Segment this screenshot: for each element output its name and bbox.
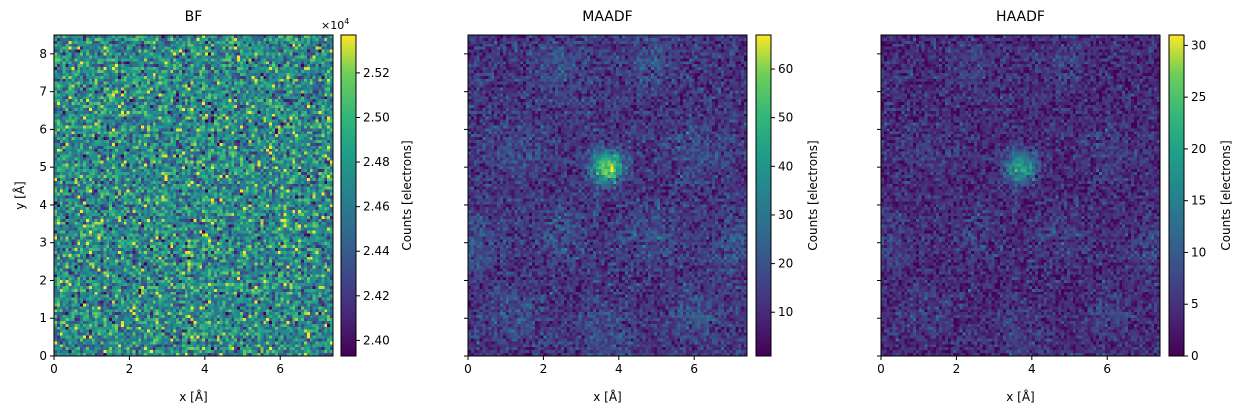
colorbar-tick-label: 0 — [1191, 349, 1199, 363]
x-tick-label: 4 — [1028, 362, 1036, 376]
x-tick-label: 6 — [1103, 362, 1111, 376]
chart-title: BF — [185, 9, 203, 25]
colorbar-tick-label: 60 — [778, 62, 793, 76]
x-axis-label: x [Å] — [1006, 389, 1035, 404]
colorbar-tick-label: 5 — [1191, 297, 1199, 311]
colorbar: 2.40 2.42 2.44 2.46 2.48 2.50 2.52 ×104 Counts [… — [321, 17, 414, 357]
x-tick-label: 0 — [50, 362, 58, 376]
x-tick-label: 4 — [615, 362, 623, 376]
y-tick-label: 1 — [39, 311, 47, 325]
heatmap-image — [881, 35, 1160, 356]
x-tick-label: 6 — [690, 362, 698, 376]
plot-frame — [880, 34, 1161, 357]
y-tick-label: 3 — [39, 236, 47, 250]
colorbar-tick-label: 2.42 — [363, 289, 390, 303]
colorbar-tick-label: 10 — [778, 305, 793, 319]
colorbar: 10 20 30 40 50 60 Counts [electrons] — [755, 34, 820, 357]
x-tick-label: 2 — [126, 362, 134, 376]
colorbar-gradient — [340, 34, 357, 357]
plot-frame — [467, 34, 748, 357]
plot-frame — [53, 34, 334, 357]
chart-title: MAADF — [582, 9, 632, 25]
y-tick-label: 4 — [39, 198, 47, 212]
x-tick-label: 2 — [540, 362, 548, 376]
colorbar-tick-label: 15 — [1191, 194, 1206, 208]
y-tick-label: 7 — [39, 85, 47, 99]
colorbar-label: Counts [electrons] — [400, 140, 414, 250]
colorbar-tick-label: 2.46 — [363, 200, 390, 214]
colorbar-tick-label: 20 — [778, 257, 793, 271]
colorbar-tick-label: 25 — [1191, 90, 1206, 104]
colorbar-tick-label: 20 — [1191, 142, 1206, 156]
x-tick-label: 0 — [877, 362, 885, 376]
y-tick-label: 6 — [39, 122, 47, 136]
y-axis-label: y [Å] — [12, 181, 27, 210]
colorbar-gradient — [755, 34, 772, 357]
y-tick-label: 5 — [39, 160, 47, 174]
colorbar-multiplier: ×104 — [321, 17, 349, 32]
y-tick-label: 8 — [39, 47, 47, 61]
colorbar-tick-label: 2.44 — [363, 244, 390, 258]
heatmap-panel-haadf: HAADF 0 2 4 6 x [Å] 0 5 10 15 20 25 30 Counts [electr… — [877, 9, 1233, 404]
colorbar-gradient — [1168, 34, 1185, 357]
x-tick-label: 6 — [276, 362, 284, 376]
x-axis-label: x [Å] — [179, 389, 208, 404]
colorbar-tick-label: 50 — [778, 111, 793, 125]
x-axis-label: x [Å] — [593, 389, 622, 404]
colorbar-tick-label: 2.48 — [363, 155, 390, 169]
colorbar-label: Counts [electrons] — [806, 140, 820, 250]
y-tick-label: 2 — [39, 273, 47, 287]
heatmap-image — [468, 35, 747, 356]
colorbar-tick-label: 2.50 — [363, 110, 390, 124]
colorbar-tick-label: 40 — [778, 159, 793, 173]
x-tick-label: 2 — [953, 362, 961, 376]
colorbar-tick-label: 2.52 — [363, 66, 390, 80]
x-tick-label: 0 — [464, 362, 472, 376]
heatmap-panel-maadf: MAADF 0 2 4 6 x [Å] 10 20 30 40 50 60 Counts [electr… — [464, 9, 820, 404]
x-tick-label: 4 — [201, 362, 209, 376]
heatmap-image — [54, 35, 333, 356]
colorbar-tick-label: 30 — [1191, 38, 1206, 52]
colorbar-tick-label: 10 — [1191, 245, 1206, 259]
colorbar-tick-label: 30 — [778, 208, 793, 222]
colorbar-tick-label: 2.40 — [363, 333, 390, 347]
chart-title: HAADF — [996, 9, 1045, 25]
colorbar: 0 5 10 15 20 25 30 Counts [electrons] — [1168, 34, 1233, 363]
colorbar-label: Counts [electrons] — [1219, 140, 1233, 250]
y-tick-label: 0 — [39, 349, 47, 363]
